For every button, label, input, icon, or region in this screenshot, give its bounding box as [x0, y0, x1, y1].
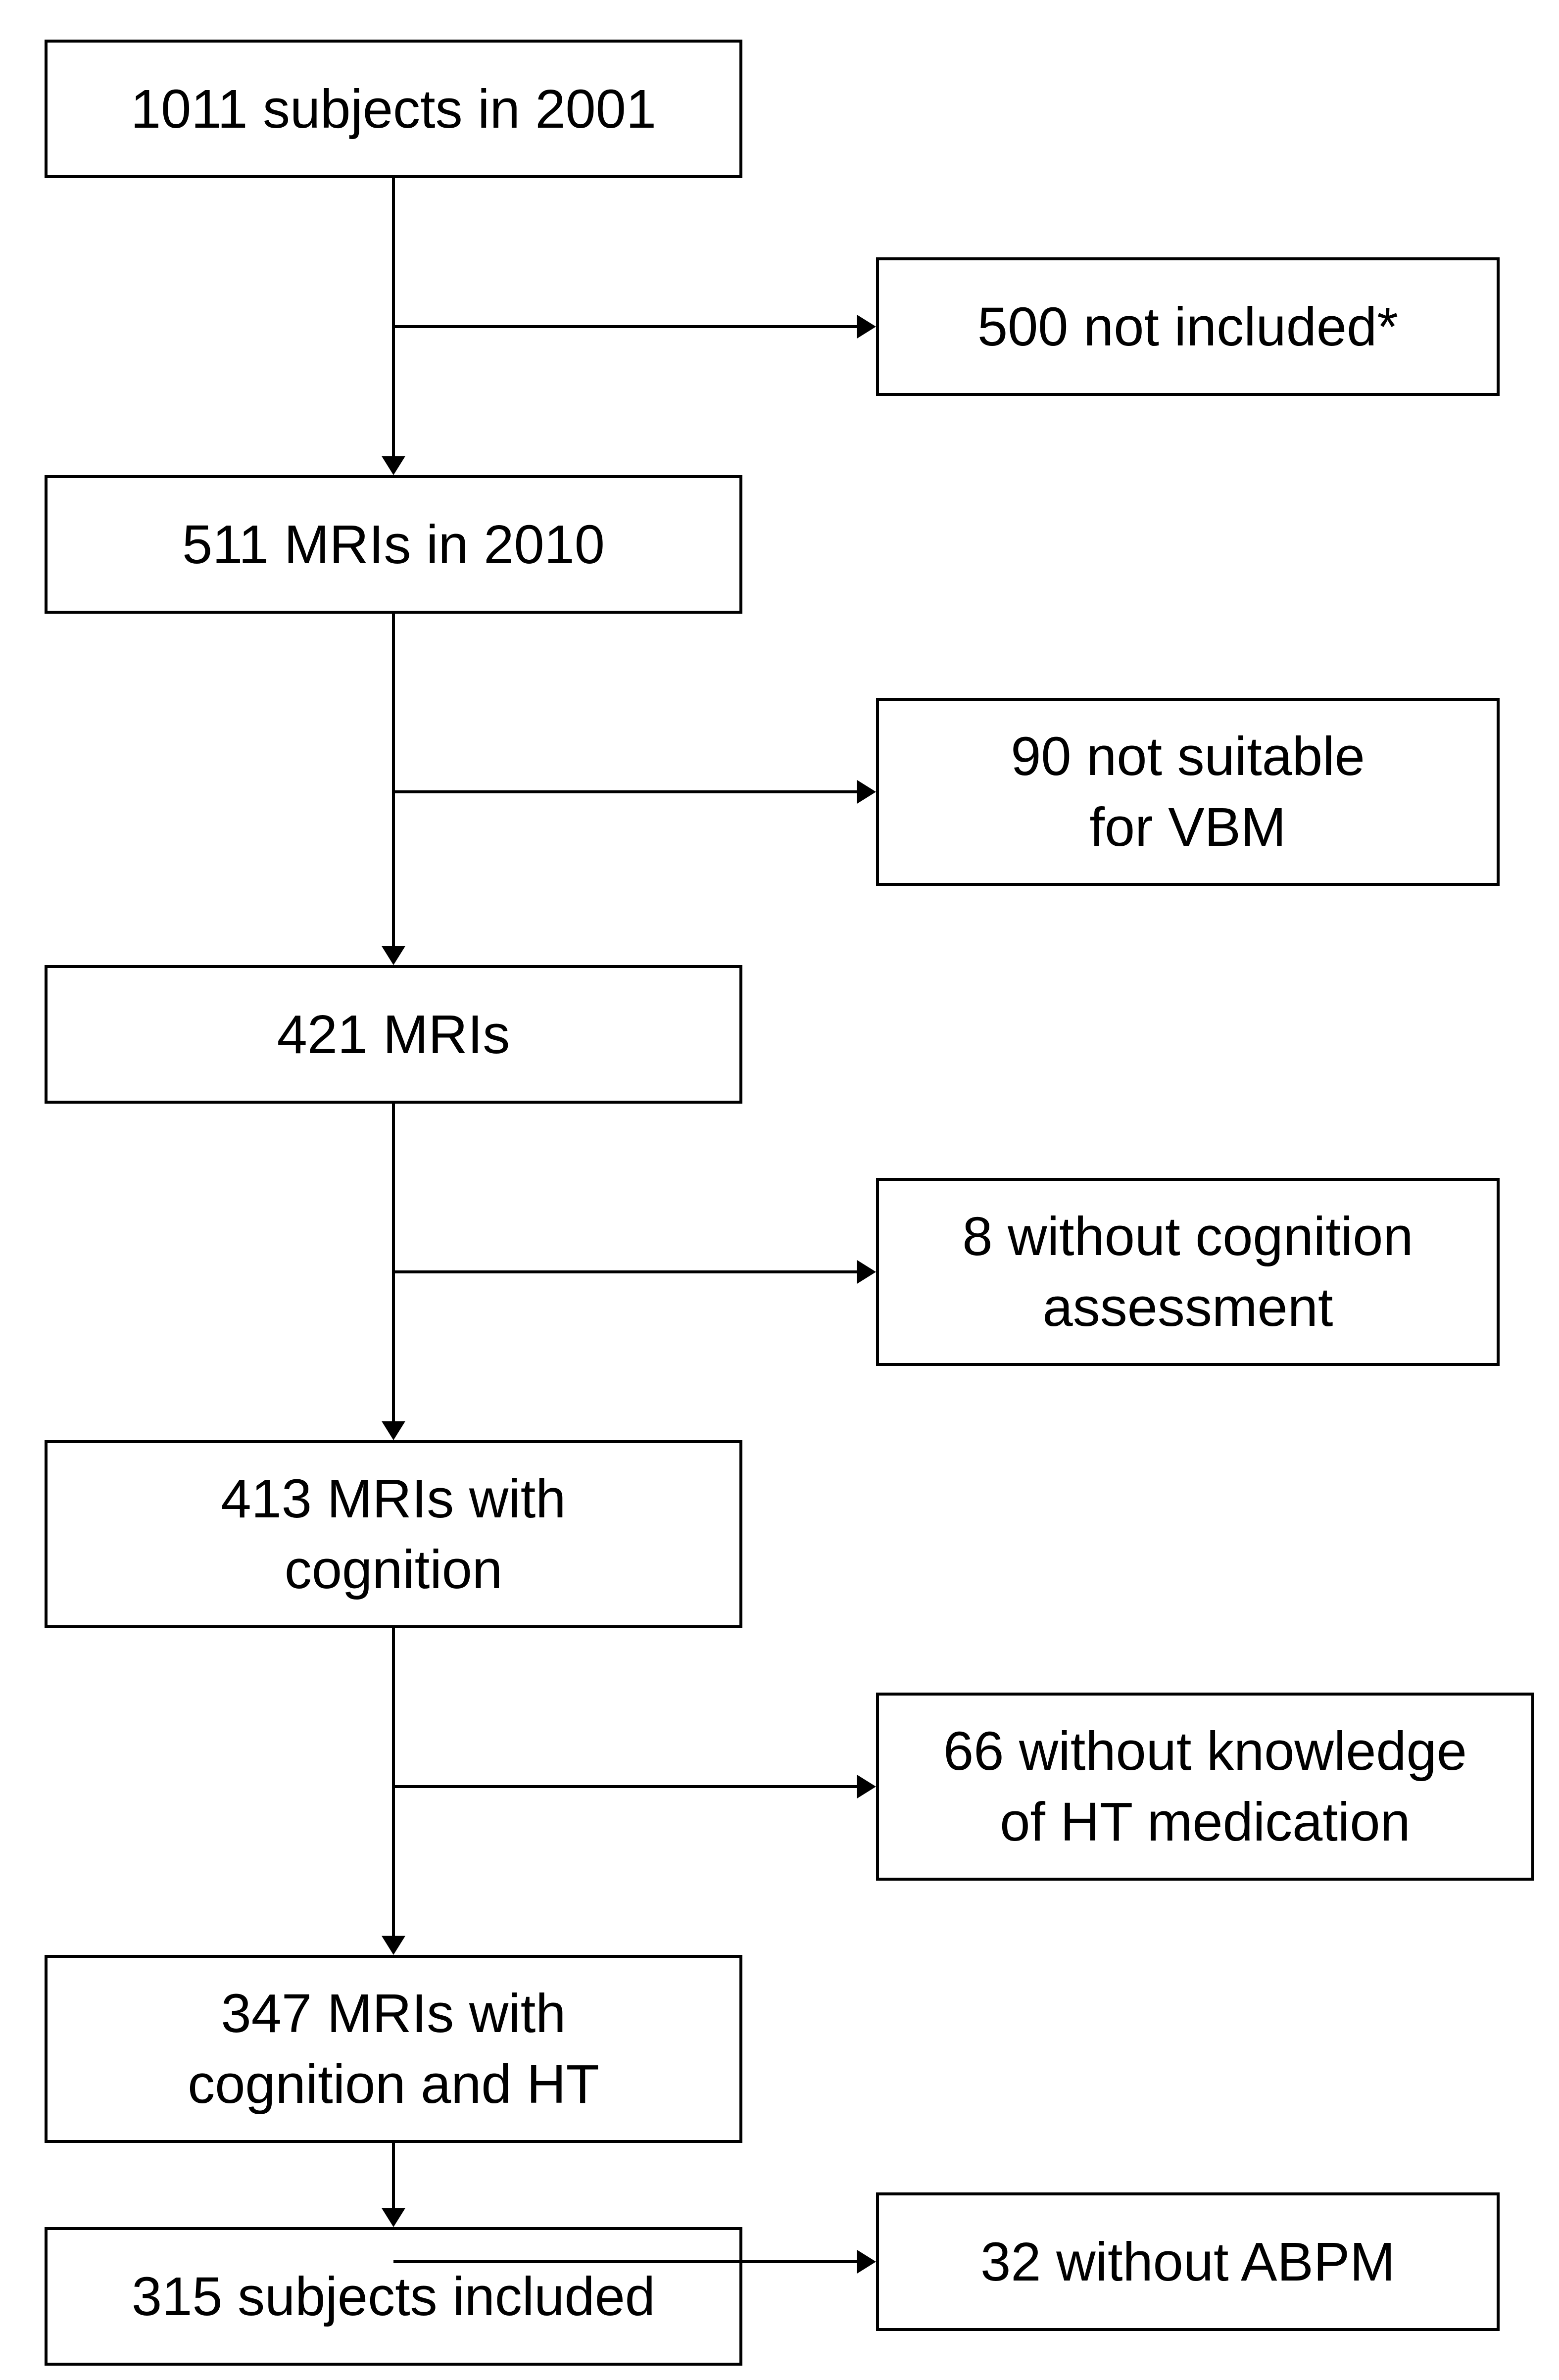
connector-branch-n5-e5 [0, 0, 1559, 2380]
flowchart-container: 1011 subjects in 2001500 not included*51… [0, 0, 1559, 2380]
